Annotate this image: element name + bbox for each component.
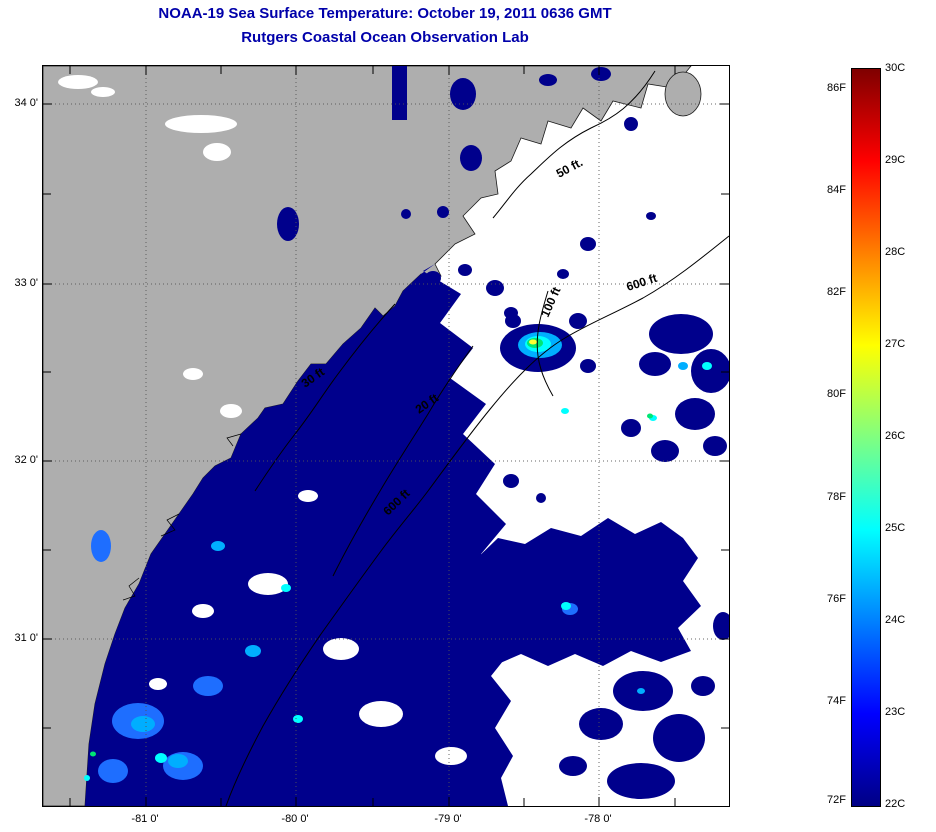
page-subtitle: Rutgers Coastal Ocean Observation Lab (241, 29, 529, 46)
colorbar-f-label: 76F (827, 593, 846, 605)
colorbar-c-label: 28C (885, 246, 906, 258)
map-canvas: 50 ft. 600 ft 100 ft 30 ft 20 ft 600 ft (42, 65, 733, 807)
y-axis-label: 33 0' (14, 277, 38, 289)
map-plot: 50 ft. 600 ft 100 ft 30 ft 20 ft 600 ft (42, 65, 733, 807)
colorbar-f-label: 84F (827, 184, 846, 196)
colorbar-gradient (851, 68, 881, 807)
colorbar-c-label: 29C (885, 154, 906, 166)
colorbar-f-label: 74F (827, 695, 846, 707)
cloud-patches (58, 75, 467, 765)
y-axis-label: 34 0' (14, 97, 38, 109)
colorbar-f-label: 80F (827, 388, 846, 400)
x-axis-label: -78 0' (584, 813, 612, 825)
x-axis-label: -79 0' (434, 813, 462, 825)
colorbar-c-label: 25C (885, 522, 906, 534)
grid-lines (43, 66, 729, 806)
colorbar-f-label: 86F (827, 82, 846, 94)
warm-water-yellow (529, 339, 537, 345)
colorbar-f-label: 82F (827, 286, 846, 298)
axis-ticks (43, 66, 729, 806)
colorbar-c-label: 26C (885, 430, 906, 442)
y-axis-label: 31 0' (14, 632, 38, 644)
x-axis-label: -81 0' (131, 813, 159, 825)
colorbar-f-label: 78F (827, 491, 846, 503)
colorbar-c-label: 27C (885, 338, 906, 350)
colorbar-f-label: 72F (827, 794, 846, 806)
colorbar-c-label: 30C (885, 62, 906, 74)
colorbar-c-label: 24C (885, 614, 906, 626)
page-title: NOAA-19 Sea Surface Temperature: October… (158, 5, 612, 22)
colorbar-c-label: 23C (885, 706, 906, 718)
y-axis-label: 32 0' (14, 454, 38, 466)
x-axis-label: -80 0' (281, 813, 309, 825)
colorbar-c-label: 22C (885, 798, 906, 810)
